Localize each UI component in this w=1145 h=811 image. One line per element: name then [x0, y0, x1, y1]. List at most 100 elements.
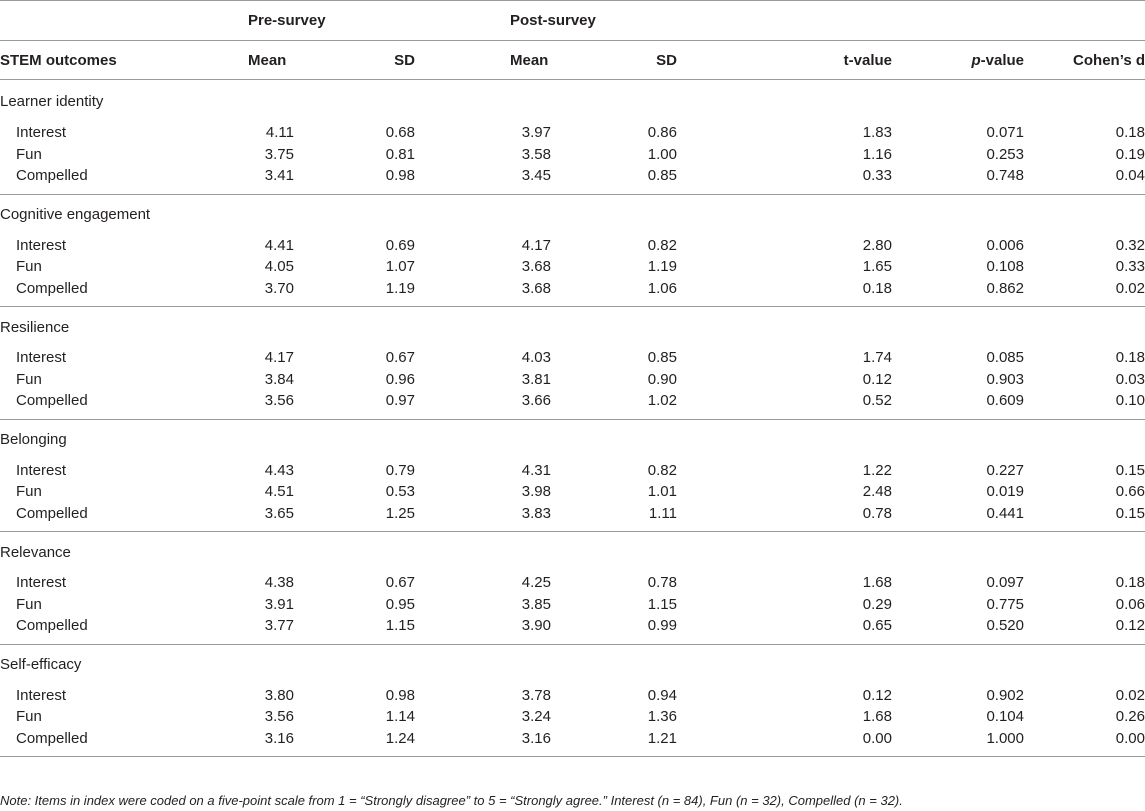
p-value: 0.006	[986, 236, 1024, 254]
p-value: 0.902	[986, 686, 1024, 704]
post-sd-header: SD	[656, 51, 677, 69]
section-header-row: Relevance	[0, 531, 1145, 573]
section-spacer	[0, 749, 1145, 757]
outcome-label: Fun	[16, 258, 42, 276]
pre-sd: 0.81	[385, 145, 415, 163]
results-table: Pre-survey Post-survey STEM outcomes Mea…	[0, 0, 1145, 757]
pre-survey-header: Pre-survey	[248, 12, 326, 29]
table-row: Interest 4.11 0.68 3.97 0.86 1.83 0.071 0.18	[0, 122, 1145, 144]
section-header-row: Cognitive engagement	[0, 194, 1145, 235]
t-value: 2.80	[862, 236, 892, 254]
section-title: Self-efficacy	[0, 656, 82, 673]
t-value: 0.29	[862, 595, 892, 613]
cohens-d: 0.06	[1115, 595, 1145, 613]
post-sd: 1.06	[647, 279, 677, 297]
spacer-cell	[0, 187, 1145, 195]
pre-mean: 3.41	[264, 167, 294, 185]
empty-header-cell	[1046, 1, 1145, 41]
section-header-row: Resilience	[0, 306, 1145, 348]
pre-sd: 0.79	[385, 461, 415, 479]
section-spacer	[0, 524, 1145, 532]
p-value: 0.903	[986, 370, 1024, 388]
stem-outcomes-header: STEM outcomes	[0, 51, 117, 69]
post-sd: 0.85	[647, 349, 677, 367]
table-row: Fun 4.05 1.07 3.68 1.19 1.65 0.108 0.33	[0, 256, 1145, 278]
spacer-cell	[0, 749, 1145, 757]
p-value: 0.748	[986, 167, 1024, 185]
pre-sd: 1.14	[385, 708, 415, 726]
t-value: 0.12	[862, 370, 892, 388]
t-value: 0.65	[862, 617, 892, 635]
post-mean: 4.03	[521, 349, 551, 367]
cohens-d: 0.03	[1115, 370, 1145, 388]
pre-sd: 0.67	[385, 349, 415, 367]
cohens-d: 0.10	[1115, 392, 1145, 410]
table-row: Fun 3.75 0.81 3.58 1.00 1.16 0.253 0.19	[0, 144, 1145, 166]
pre-mean: 3.56	[264, 708, 294, 726]
p-value: 0.085	[986, 349, 1024, 367]
pre-sd: 0.67	[385, 574, 415, 592]
t-value: 0.78	[862, 504, 892, 522]
pre-mean: 3.80	[264, 686, 294, 704]
post-sd: 0.99	[647, 617, 677, 635]
pre-mean: 3.77	[264, 617, 294, 635]
outcome-label: Interest	[16, 686, 67, 704]
pre-sd: 0.95	[385, 595, 415, 613]
t-value: 0.12	[862, 686, 892, 704]
post-mean: 3.24	[521, 708, 551, 726]
spacer-cell	[0, 412, 1145, 420]
p-value: 0.862	[986, 279, 1024, 297]
post-mean: 3.81	[521, 370, 551, 388]
post-mean: 3.78	[521, 686, 551, 704]
pre-mean: 3.91	[264, 595, 294, 613]
table-row: Interest 4.17 0.67 4.03 0.85 1.74 0.085 0.18	[0, 347, 1145, 369]
pre-sd: 0.97	[385, 392, 415, 410]
post-sd: 1.00	[647, 145, 677, 163]
post-mean: 3.16	[521, 729, 551, 747]
post-mean: 3.85	[521, 595, 551, 613]
post-sd: 1.36	[647, 708, 677, 726]
post-sd: 1.01	[647, 483, 677, 501]
t-value-header: t-value	[843, 51, 892, 69]
post-sd: 0.82	[647, 236, 677, 254]
post-sd: 0.78	[647, 574, 677, 592]
cohens-d: 0.15	[1115, 504, 1145, 522]
pre-mean: 4.38	[264, 574, 294, 592]
cohens-d: 0.32	[1115, 236, 1145, 254]
table-row: Interest 4.41 0.69 4.17 0.82 2.80 0.006 0.32	[0, 235, 1145, 257]
pre-sd: 0.96	[385, 370, 415, 388]
table-row: Compelled 3.65 1.25 3.83 1.11 0.78 0.441 0.15	[0, 503, 1145, 525]
outcome-label: Interest	[16, 461, 67, 479]
pre-mean: 3.56	[264, 392, 294, 410]
t-value: 1.16	[862, 145, 892, 163]
post-mean: 4.25	[521, 574, 551, 592]
table-row: Fun 3.91 0.95 3.85 1.15 0.29 0.775 0.06	[0, 594, 1145, 616]
post-sd: 0.94	[647, 686, 677, 704]
outcome-label: Compelled	[16, 167, 88, 185]
pre-sd: 1.25	[385, 504, 415, 522]
cohens-d: 0.19	[1115, 145, 1145, 163]
outcome-label: Interest	[16, 124, 67, 142]
table-row: Compelled 3.77 1.15 3.90 0.99 0.65 0.520 0.12	[0, 615, 1145, 637]
post-mean: 3.83	[521, 504, 551, 522]
empty-header-cell	[0, 1, 248, 41]
t-value: 1.74	[862, 349, 892, 367]
post-mean: 3.98	[521, 483, 551, 501]
pre-mean: 4.51	[264, 483, 294, 501]
post-sd: 0.85	[647, 167, 677, 185]
outcome-label: Compelled	[16, 729, 88, 747]
pre-sd-header: SD	[394, 51, 415, 69]
t-value: 2.48	[862, 483, 892, 501]
cohens-d: 0.04	[1115, 167, 1145, 185]
t-value: 0.00	[862, 729, 892, 747]
section-title: Relevance	[0, 543, 71, 561]
cohens-d: 0.12	[1115, 617, 1145, 635]
table-note: Note: Items in index were coded on a fiv…	[0, 793, 903, 808]
p-value: 0.097	[986, 574, 1024, 592]
section-spacer	[0, 412, 1145, 420]
pre-mean-header: Mean	[248, 51, 287, 69]
p-value: 0.227	[986, 461, 1024, 479]
pre-mean: 3.84	[264, 370, 294, 388]
header-row-groups: Pre-survey Post-survey	[0, 0, 1145, 41]
section-title: Learner identity	[0, 92, 104, 110]
